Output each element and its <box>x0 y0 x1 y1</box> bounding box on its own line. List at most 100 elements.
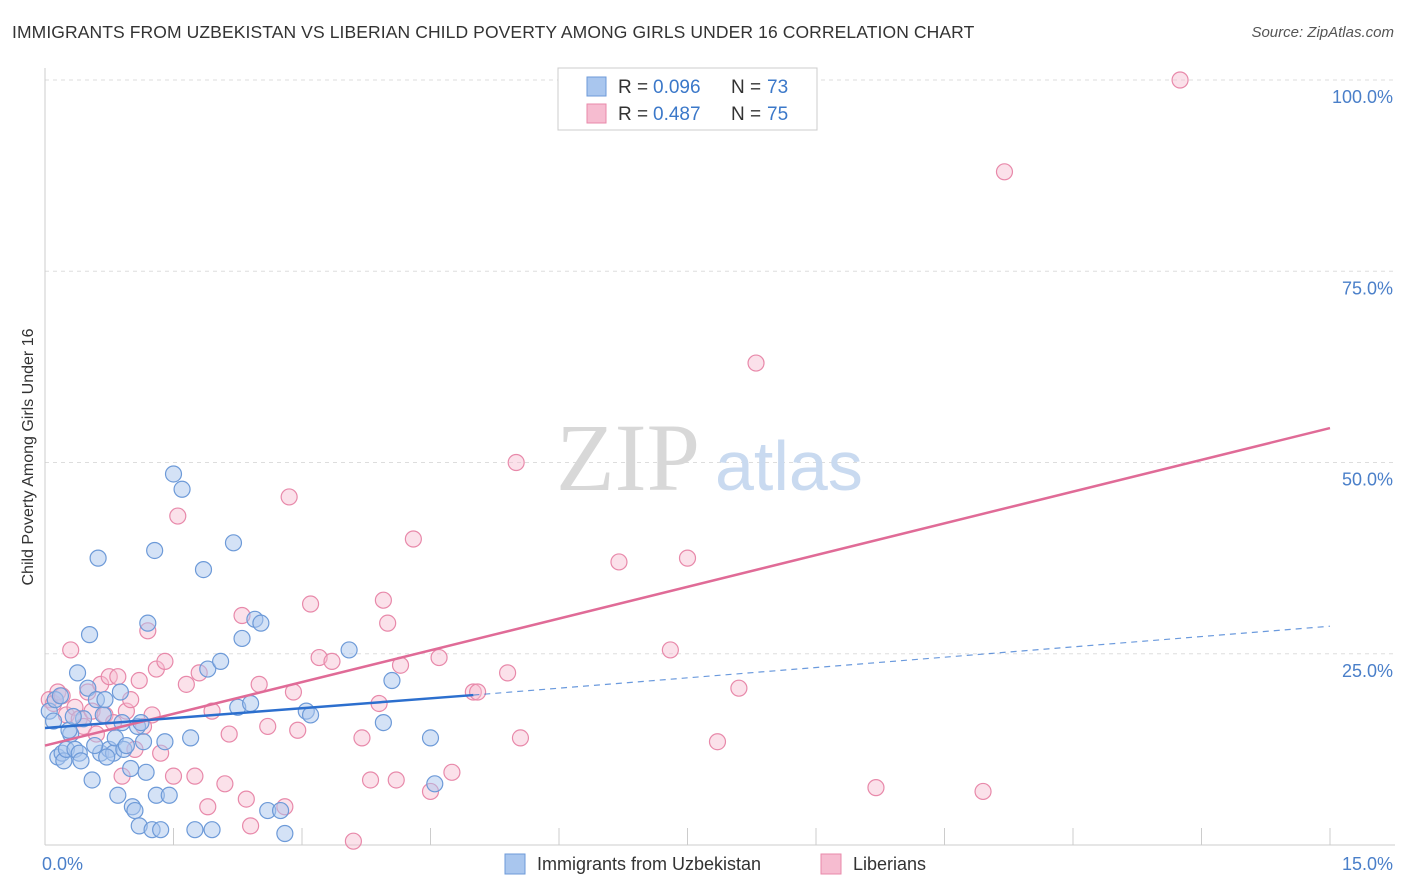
trend-lines <box>44 426 1331 747</box>
point-uzbekistan <box>199 660 217 678</box>
point-uzbekistan <box>83 771 101 789</box>
legend-swatch-uzbekistan <box>586 76 607 97</box>
point-uzbekistan <box>164 465 183 483</box>
point-uzbekistan <box>383 671 401 690</box>
legend-n-value-2: 75 <box>767 104 788 125</box>
point-uzbekistan <box>86 736 104 755</box>
bottom-legend-label-uzbekistan: Immigrants from Uzbekistan <box>537 854 761 874</box>
point-uzbekistan <box>186 821 204 839</box>
point-liberians <box>507 453 525 472</box>
legend-n-label-2: N = <box>731 104 761 125</box>
point-uzbekistan <box>271 801 290 820</box>
chart-title: IMMIGRANTS FROM UZBEKISTAN VS LIBERIAN C… <box>12 22 975 42</box>
point-uzbekistan <box>233 629 251 648</box>
point-uzbekistan <box>51 687 70 705</box>
point-uzbekistan <box>156 733 174 751</box>
point-liberians <box>610 553 628 571</box>
point-uzbekistan <box>252 614 270 632</box>
point-liberians <box>995 163 1014 181</box>
point-liberians <box>730 679 748 697</box>
point-liberians <box>323 652 341 671</box>
point-uzbekistan <box>44 712 63 730</box>
point-liberians <box>867 779 885 797</box>
point-liberians <box>1171 71 1189 89</box>
point-liberians <box>237 790 255 808</box>
legend-n-value-1: 73 <box>767 77 788 98</box>
point-liberians <box>387 771 405 789</box>
point-liberians <box>344 832 362 850</box>
x-tick-label: 15.0% <box>1342 854 1393 874</box>
x-axis: 0.0% 15.0% <box>42 68 1395 874</box>
bottom-legend-swatch-liberians <box>820 853 842 875</box>
trend-line-uzbekistan <box>44 693 474 730</box>
point-liberians <box>280 488 298 506</box>
point-uzbekistan <box>64 707 82 726</box>
point-liberians <box>169 507 187 525</box>
y-axis-title: Child Poverty Among Girls Under 16 <box>20 328 37 585</box>
point-liberians <box>199 798 217 816</box>
point-liberians <box>289 721 307 739</box>
watermark-atlas: atlas <box>715 427 863 505</box>
point-uzbekistan <box>89 549 107 567</box>
point-uzbekistan <box>122 759 140 778</box>
point-uzbekistan <box>146 541 164 560</box>
point-liberians <box>301 595 320 613</box>
point-liberians <box>242 817 260 835</box>
legend-swatch-liberians <box>586 103 607 124</box>
point-liberians <box>708 733 727 751</box>
point-uzbekistan <box>173 480 191 498</box>
point-liberians <box>379 614 397 632</box>
point-uzbekistan <box>80 626 99 644</box>
point-uzbekistan <box>111 683 129 701</box>
point-uzbekistan <box>117 736 135 755</box>
bottom-legend-label-liberians: Liberians <box>853 854 926 874</box>
point-liberians <box>374 591 392 609</box>
point-liberians <box>310 648 328 667</box>
point-uzbekistan <box>421 729 440 747</box>
point-liberians <box>443 763 461 781</box>
point-uzbekistan <box>301 706 320 724</box>
point-liberians <box>164 767 183 785</box>
bottom-legend-swatch-uzbekistan <box>504 853 526 875</box>
trend-line-liberians <box>44 426 1331 747</box>
y-tick-label: 75.0% <box>1342 278 1393 298</box>
point-liberians <box>430 648 448 667</box>
point-liberians <box>661 641 679 659</box>
legend-bottom: Immigrants from Uzbekistan Liberians <box>504 853 926 875</box>
point-uzbekistan <box>242 694 260 713</box>
y-tick-label: 100.0% <box>1332 87 1393 107</box>
point-uzbekistan <box>94 706 112 724</box>
point-uzbekistan <box>160 786 178 804</box>
point-liberians <box>974 782 992 801</box>
y-tick-label: 50.0% <box>1342 470 1393 490</box>
point-uzbekistan <box>374 713 392 732</box>
point-liberians <box>499 664 517 682</box>
point-liberians <box>250 675 268 693</box>
legend-r-label-2: R = <box>618 104 648 125</box>
point-liberians <box>469 683 487 701</box>
point-liberians <box>678 549 697 567</box>
legend-r-value-1: 0.096 <box>653 77 701 98</box>
point-liberians <box>109 668 127 686</box>
point-liberians <box>177 675 195 693</box>
point-liberians <box>404 530 422 548</box>
point-liberians <box>186 767 204 785</box>
point-uzbekistan <box>134 733 153 751</box>
point-uzbekistan <box>137 763 155 781</box>
x-tick-label: 0.0% <box>42 854 83 874</box>
point-liberians <box>130 671 148 690</box>
point-liberians <box>511 729 530 747</box>
series-uzbekistan <box>40 465 444 843</box>
legend-r-value-2: 0.487 <box>653 104 701 125</box>
legend-n-label-1: N = <box>731 77 761 98</box>
point-uzbekistan <box>96 691 114 709</box>
legend-r-label-1: R = <box>618 77 648 98</box>
point-uzbekistan <box>182 729 200 747</box>
point-uzbekistan <box>79 679 97 697</box>
point-liberians <box>361 771 380 789</box>
point-uzbekistan <box>98 748 116 766</box>
point-liberians <box>220 725 238 743</box>
point-uzbekistan <box>109 786 127 804</box>
gridlines <box>45 79 1395 655</box>
trend-line-uzbekistan-extension <box>473 625 1331 696</box>
